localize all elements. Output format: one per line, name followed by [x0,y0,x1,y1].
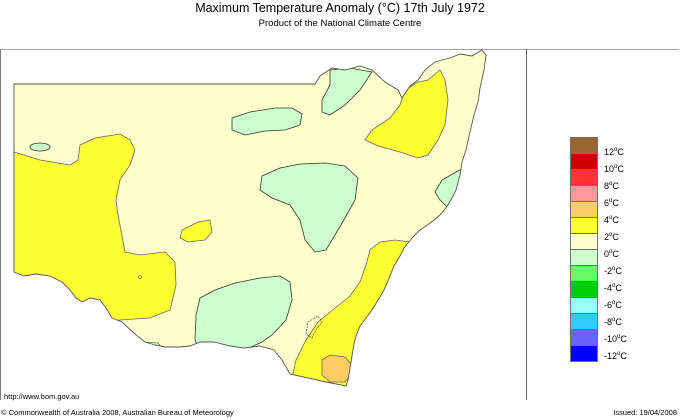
legend-swatch [570,201,598,218]
color-legend: 12oC 10oC 8oC 6oC 4oC 2oC 0oC -2oC -4oC … [570,137,627,362]
legend-swatch [570,153,598,170]
legend-label: 0oC [604,249,619,259]
legend-label: 4oC [604,215,619,225]
map-frame [0,49,679,400]
legend-label: -12oC [604,351,627,361]
legend-label: 2oC [604,232,619,242]
legend-label: 8oC [604,181,619,191]
map-title: Maximum Temperature Anomaly (°C) 17th Ju… [195,1,485,15]
legend-swatch [570,169,598,186]
legend-swatch [570,265,598,282]
legend-swatch [570,249,598,266]
legend-swatch [570,313,598,330]
legend-swatch [570,297,598,314]
legend-label: -10oC [604,334,627,344]
copyright-notice: © Commonwealth of Australia 2008, Austra… [1,408,234,417]
legend-label: 10oC [604,164,624,174]
legend-label: -8oC [604,317,622,327]
legend-swatch [570,217,598,234]
legend-swatch [570,137,598,154]
legend-label: 12oC [604,147,624,157]
anomaly-map [13,49,487,387]
legend-swatch [570,233,598,250]
legend-label: -2oC [604,266,622,276]
issued-date: Issued: 19/04/2008 [613,408,677,417]
panel-divider [526,49,527,400]
legend-swatch [570,345,598,362]
legend-swatch [570,185,598,202]
legend-label: -6oC [604,300,622,310]
legend-swatch [570,281,598,298]
legend-swatch [570,329,598,346]
source-url: http://www.bom.gov.au [4,392,80,401]
map-subtitle: Product of the National Climate Centre [258,18,422,29]
legend-label: -4oC [604,283,622,293]
legend-label: 6oC [604,198,619,208]
